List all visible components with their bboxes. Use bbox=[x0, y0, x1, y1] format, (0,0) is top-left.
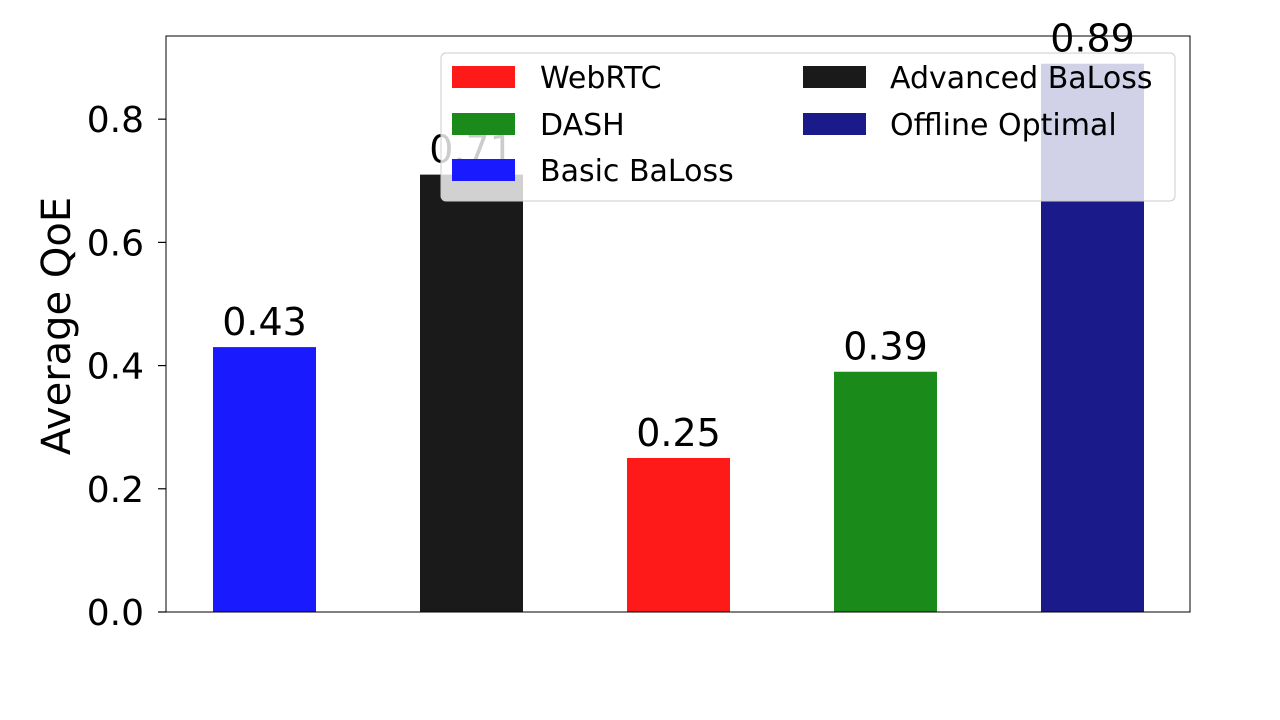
legend-label: Offline Optimal bbox=[890, 108, 1117, 143]
plot-frame bbox=[165, 35, 1191, 613]
legend-label: Basic BaLoss bbox=[540, 154, 734, 189]
legend-label: WebRTC bbox=[540, 61, 662, 96]
bar-value-label: 0.25 bbox=[636, 411, 721, 455]
legend-label: Advanced BaLoss bbox=[890, 61, 1153, 96]
y-axis-label: Average QoE bbox=[34, 197, 80, 455]
legend-swatch bbox=[803, 113, 866, 135]
bar-webrtc bbox=[627, 457, 730, 612]
legend-swatch bbox=[452, 159, 515, 181]
y-tick-label: 0.8 bbox=[87, 100, 144, 141]
legend-swatch bbox=[452, 113, 515, 135]
legend-swatch bbox=[803, 66, 866, 88]
y-tick-label: 0.0 bbox=[87, 593, 144, 634]
legend-swatch bbox=[452, 66, 515, 88]
bar-dash bbox=[834, 371, 937, 612]
bar-value-label: 0.43 bbox=[222, 300, 307, 344]
y-axis: 0.0 0.2 0.4 0.6 0.8 bbox=[87, 100, 166, 634]
legend: WebRTC DASH Basic BaLoss Advanced BaLoss Off… bbox=[440, 52, 1176, 202]
bar-advanced-baloss bbox=[420, 174, 523, 612]
legend-label: DASH bbox=[540, 108, 625, 143]
bar-value-label: 0.39 bbox=[843, 325, 928, 369]
y-tick-label: 0.6 bbox=[87, 223, 144, 264]
y-tick-label: 0.2 bbox=[87, 470, 144, 511]
y-tick-label: 0.4 bbox=[87, 347, 144, 388]
bar-basic-baloss bbox=[213, 347, 316, 612]
